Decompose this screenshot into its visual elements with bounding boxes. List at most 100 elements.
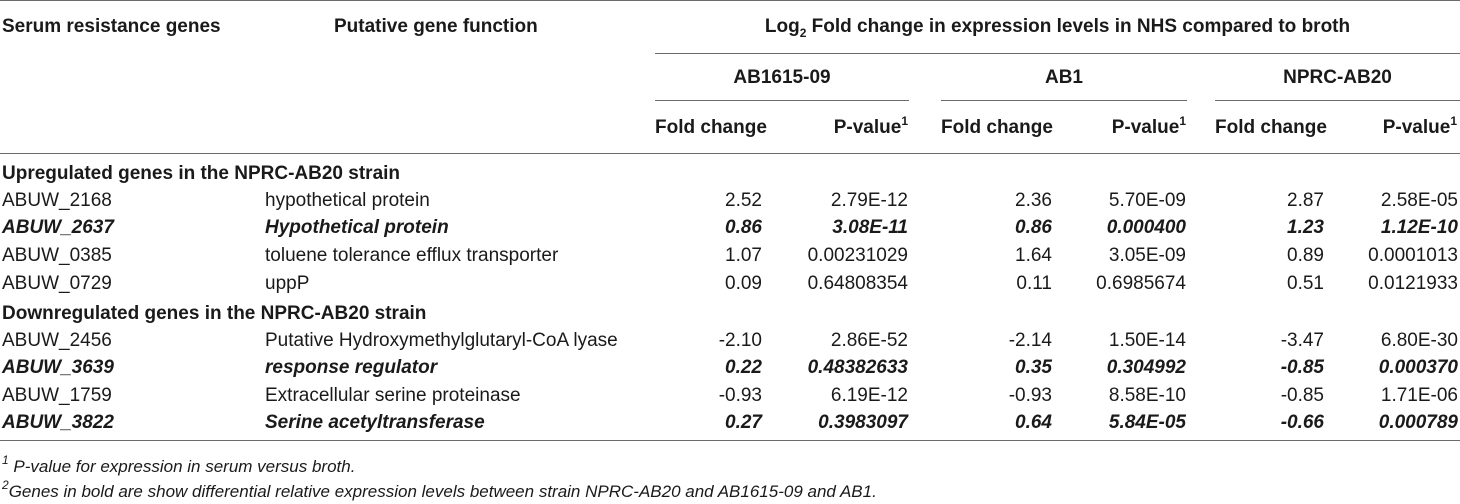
strain-header-ab1615: AB1615-09 xyxy=(733,67,831,88)
top-rule xyxy=(0,0,1460,1)
subheader-fold-1: Fold change xyxy=(655,117,767,138)
subheader-fold-3: Fold change xyxy=(1215,117,1327,138)
span-rule xyxy=(655,53,1460,54)
subheader-pvalue-1: P-value1 xyxy=(760,113,908,140)
p-value: 0.6985674 xyxy=(1096,273,1186,294)
gene-id: ABUW_2456 xyxy=(2,330,112,351)
pvalue-sup: 1 xyxy=(901,113,908,128)
header-log2: Log2 Fold change in expression levels in… xyxy=(655,15,1460,39)
header-gene: Serum resistance genes xyxy=(2,16,221,37)
gene-id: ABUW_2168 xyxy=(2,190,112,211)
fold-change-value: 2.87 xyxy=(1287,190,1324,211)
section-title-down: Downregulated genes in the NPRC-AB20 str… xyxy=(2,303,427,324)
gene-function: Putative Hydroxymethylglutaryl-CoA lyase xyxy=(265,330,618,351)
gene-id: ABUW_2637 xyxy=(2,217,114,238)
footnote-1: 1 P-value for expression in serum versus… xyxy=(2,453,356,479)
fold-change-value: 0.86 xyxy=(725,217,762,238)
fold-change-value: -0.85 xyxy=(1280,357,1324,378)
fold-change-value: 0.22 xyxy=(725,357,762,378)
footnote-1-text: P-value for expression in serum versus b… xyxy=(8,457,356,476)
strain-rule-3 xyxy=(1215,100,1460,101)
pvalue-label: P-value xyxy=(1382,117,1451,138)
p-value: 0.000370 xyxy=(1378,357,1458,378)
p-value: 5.70E-09 xyxy=(1108,190,1186,211)
strain-rule-2 xyxy=(941,100,1187,101)
p-value: 1.50E-14 xyxy=(1108,330,1186,351)
p-value: 0.00231029 xyxy=(807,245,908,266)
fold-change-value: -0.85 xyxy=(1280,385,1324,406)
gene-function: hypothetical protein xyxy=(265,190,430,211)
fold-change-value: -0.93 xyxy=(1008,385,1052,406)
pvalue-sup: 1 xyxy=(1179,113,1186,128)
fold-change-value: 1.07 xyxy=(725,245,762,266)
p-value: 2.86E-52 xyxy=(830,330,908,351)
footnote-2-marker: 2 xyxy=(2,478,9,493)
gene-function: Hypothetical protein xyxy=(265,217,449,238)
p-value: 0.48382633 xyxy=(807,357,908,378)
p-value: 0.3983097 xyxy=(818,412,908,433)
p-value: 3.05E-09 xyxy=(1108,245,1186,266)
p-value: 6.19E-12 xyxy=(830,385,908,406)
fold-change-value: 0.64 xyxy=(1015,412,1052,433)
gene-id: ABUW_3639 xyxy=(2,357,114,378)
p-value: 0.64808354 xyxy=(807,273,908,294)
strain-rule-1 xyxy=(655,100,909,101)
bottom-rule xyxy=(0,440,1460,441)
gene-function: Extracellular serine proteinase xyxy=(265,385,521,406)
p-value: 0.000789 xyxy=(1378,412,1458,433)
p-value: 1.12E-10 xyxy=(1380,217,1458,238)
footnote-2: 2Genes in bold are show differential rel… xyxy=(2,478,877,504)
gene-id: ABUW_0729 xyxy=(2,273,112,294)
strain-header-nprc: NPRC-AB20 xyxy=(1283,67,1392,88)
header-log2-prefix: Log xyxy=(764,16,800,37)
pvalue-sup: 1 xyxy=(1450,113,1457,128)
header-function: Putative gene function xyxy=(334,16,538,37)
p-value: 0.0121933 xyxy=(1368,273,1458,294)
fold-change-value: 0.11 xyxy=(1016,273,1052,294)
fold-change-value: 2.52 xyxy=(725,190,762,211)
fold-change-value: 0.86 xyxy=(1015,217,1052,238)
fold-change-value: 1.64 xyxy=(1015,245,1052,266)
p-value: 8.58E-10 xyxy=(1108,385,1186,406)
fold-change-value: -3.47 xyxy=(1280,330,1324,351)
strain-header-ab1: AB1 xyxy=(1044,67,1083,88)
fold-change-value: 0.35 xyxy=(1015,357,1052,378)
gene-function: Serine acetyltransferase xyxy=(265,412,485,433)
section-title-up: Upregulated genes in the NPRC-AB20 strai… xyxy=(2,163,401,184)
fold-change-value: 0.27 xyxy=(725,412,762,433)
gene-function: uppP xyxy=(265,273,310,294)
gene-id: ABUW_1759 xyxy=(2,385,112,406)
fold-change-value: 0.51 xyxy=(1287,273,1324,294)
pvalue-label: P-value xyxy=(1111,117,1180,138)
header-bottom-rule xyxy=(0,153,1460,154)
fold-change-value: 1.23 xyxy=(1287,217,1324,238)
gene-function: response regulator xyxy=(265,357,438,378)
p-value: 2.79E-12 xyxy=(830,190,908,211)
p-value: 6.80E-30 xyxy=(1380,330,1458,351)
fold-change-value: -0.93 xyxy=(718,385,762,406)
gene-id: ABUW_3822 xyxy=(2,412,114,433)
gene-id: ABUW_0385 xyxy=(2,245,112,266)
fold-change-value: 0.89 xyxy=(1287,245,1324,266)
p-value: 0.0001013 xyxy=(1368,245,1458,266)
fold-change-value: 0.09 xyxy=(725,273,762,294)
fold-change-value: -2.10 xyxy=(718,330,762,351)
fold-change-value: -2.14 xyxy=(1008,330,1052,351)
p-value: 1.71E-06 xyxy=(1380,385,1458,406)
subheader-pvalue-3: P-value1 xyxy=(1310,113,1457,140)
header-log2-suffix: Fold change in expression levels in NHS … xyxy=(806,16,1351,37)
p-value: 0.304992 xyxy=(1106,357,1186,378)
pvalue-label: P-value xyxy=(833,117,902,138)
fold-change-value: 2.36 xyxy=(1015,190,1052,211)
p-value: 3.08E-11 xyxy=(832,217,908,238)
p-value: 2.58E-05 xyxy=(1380,190,1458,211)
fold-change-value: -0.66 xyxy=(1280,412,1324,433)
subheader-pvalue-2: P-value1 xyxy=(1040,113,1186,140)
subheader-fold-2: Fold change xyxy=(941,117,1053,138)
p-value: 0.000400 xyxy=(1106,217,1186,238)
header-log2-sub: 2 xyxy=(799,25,807,40)
footnote-2-text: Genes in bold are show differential rela… xyxy=(8,482,877,501)
p-value: 5.84E-05 xyxy=(1108,412,1186,433)
gene-function: toluene tolerance efflux transporter xyxy=(265,245,559,266)
footnote-1-marker: 1 xyxy=(2,453,9,468)
